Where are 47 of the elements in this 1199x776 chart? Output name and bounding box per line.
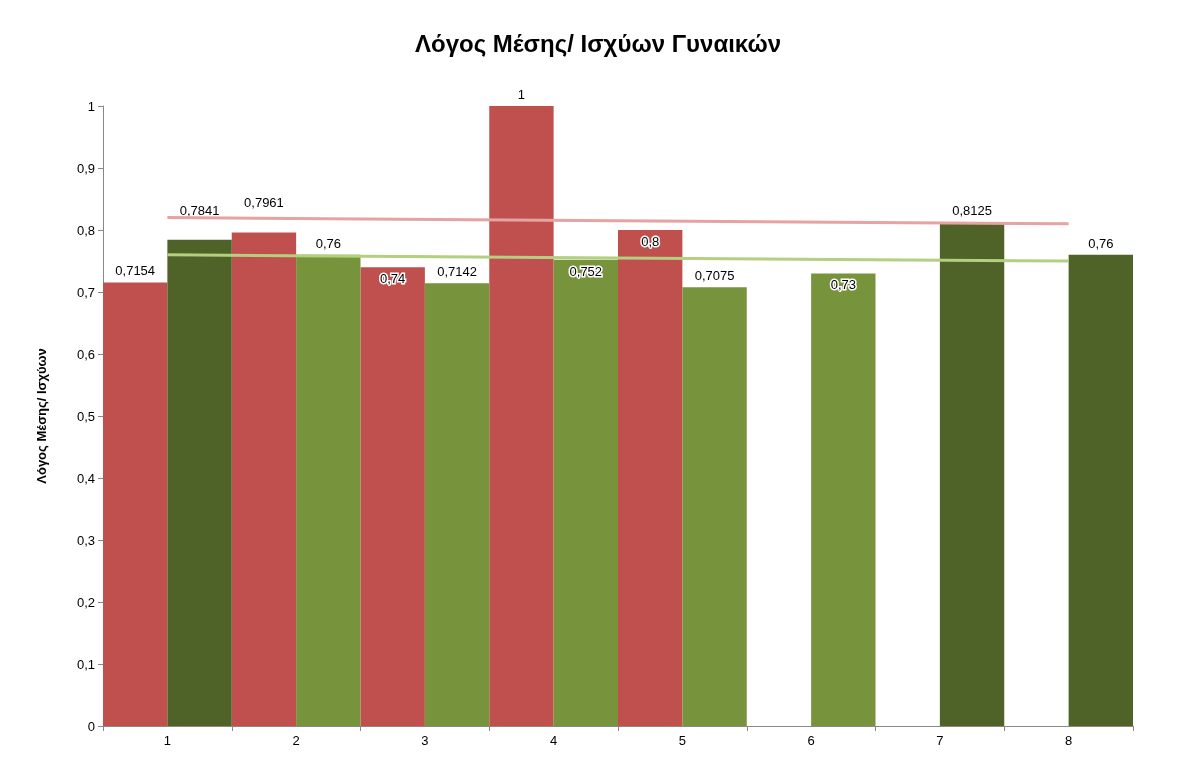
data-label: 0,76 [315,235,341,251]
data-label: 0,76 [1088,235,1114,251]
y-tick-label: 0,5 [76,408,95,424]
bar [618,230,683,726]
y-tick-label: 0 [87,718,95,734]
bar [167,239,232,726]
bar [489,106,554,726]
x-tick-label: 2 [292,733,300,748]
bar [1068,254,1133,726]
y-tick-label: 0,9 [76,160,95,176]
data-label: 0,7075 [694,268,735,284]
x-tick-label: 4 [550,733,558,748]
bar [811,273,876,726]
y-tick-label: 0,2 [76,594,95,610]
x-tick-label: 7 [936,733,944,748]
data-label: 0,7154 [115,263,156,279]
chart-title: Λόγος Μέσης/ Ισχύων Γυναικών [414,29,782,57]
data-label: 0,73 [830,277,856,293]
x-tick-label: 8 [1065,733,1073,748]
bar [553,259,618,726]
x-tick-label: 3 [421,733,429,748]
x-tick-label: 5 [678,733,686,748]
data-label: 0,74 [380,271,406,287]
bar [360,267,425,726]
bar [231,232,297,726]
data-label: 0,752 [569,263,603,279]
data-label: 0,7961 [244,195,284,211]
data-label: 1 [517,87,526,102]
y-axis-title: Λόγος Μέσης/ Ισχύων [34,348,49,484]
bar [103,282,168,726]
x-tick-label: 1 [163,733,171,748]
y-tick-label: 0,1 [76,656,95,672]
y-tick-label: 0,7 [76,284,95,300]
x-tick-label: 6 [807,733,815,748]
bar [682,287,747,726]
bar [939,222,1005,726]
y-tick-label: 0,3 [76,532,95,548]
bar [424,283,490,726]
bar [296,254,361,726]
y-tick-label: 0,8 [76,222,95,238]
data-label: 0,8125 [952,203,992,219]
data-label: 0,8 [641,234,660,249]
y-tick-label: 0,4 [76,470,95,486]
data-label: 0,7142 [437,264,477,280]
y-tick-label: 1 [87,98,95,114]
data-label: 0,7841 [179,202,220,218]
y-tick-label: 0,6 [76,346,95,362]
